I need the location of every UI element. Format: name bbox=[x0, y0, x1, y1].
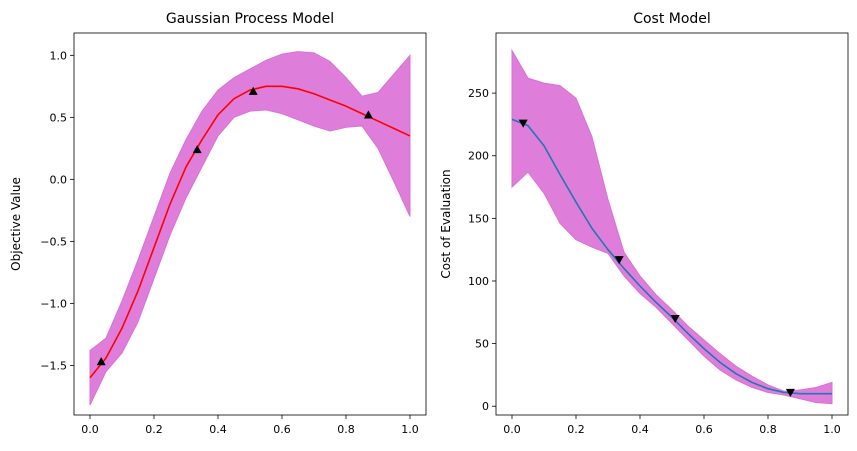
x-tick-label: 0.4 bbox=[209, 423, 227, 436]
chart-title: Cost Model bbox=[633, 11, 711, 27]
observation-marker bbox=[785, 388, 795, 397]
observation-marker bbox=[518, 119, 528, 128]
observation-marker bbox=[96, 357, 106, 366]
x-tick-label: 0.0 bbox=[81, 423, 99, 436]
y-tick-label: 0 bbox=[482, 400, 489, 413]
y-tick-label: −0.5 bbox=[40, 235, 67, 248]
y-tick-label: 150 bbox=[468, 212, 489, 225]
x-tick-label: 0.0 bbox=[503, 423, 521, 436]
x-tick-label: 1.0 bbox=[401, 423, 419, 436]
y-tick-label: −1.0 bbox=[40, 297, 67, 310]
y-tick-label: 50 bbox=[475, 338, 489, 351]
x-tick-label: 0.6 bbox=[695, 423, 713, 436]
x-tick-label: 0.8 bbox=[337, 423, 355, 436]
confidence-band bbox=[511, 48, 833, 405]
observation-marker bbox=[614, 256, 624, 265]
axes-frame bbox=[73, 32, 427, 416]
x-tick-label: 1.0 bbox=[823, 423, 841, 436]
x-tick-label: 0.2 bbox=[145, 423, 163, 436]
chart-title: Gaussian Process Model bbox=[166, 11, 334, 27]
axes-frame bbox=[495, 32, 849, 416]
observation-marker bbox=[192, 145, 202, 154]
y-tick-label: 250 bbox=[468, 87, 489, 100]
x-tick-label: 0.2 bbox=[567, 423, 585, 436]
y-axis-label: Objective Value bbox=[9, 177, 23, 271]
observation-marker bbox=[670, 314, 680, 324]
mean-line bbox=[511, 118, 832, 395]
y-tick-label: 100 bbox=[468, 275, 489, 288]
y-tick-label: 0.0 bbox=[50, 173, 68, 186]
observation-marker bbox=[248, 86, 258, 95]
y-tick-label: 0.5 bbox=[50, 111, 68, 124]
cost-model-panel: 0.0 0.2 0.4 0.6 0.8 1.0 0 50 100 150 200 250 Cost … bbox=[439, 11, 849, 436]
x-tick-label: 0.4 bbox=[631, 423, 649, 436]
y-tick-label: 200 bbox=[468, 150, 489, 163]
x-tick-label: 0.6 bbox=[273, 423, 291, 436]
mean-line bbox=[89, 85, 411, 379]
x-tick-label: 0.8 bbox=[759, 423, 777, 436]
observation-marker bbox=[363, 110, 373, 119]
confidence-band bbox=[89, 51, 411, 406]
gp-model-panel: 0.0 0.2 0.4 0.6 0.8 1.0 −1.5 −1.0 −0.5 0.0 0.5 1.0… bbox=[9, 11, 427, 436]
y-tick-label: −1.5 bbox=[40, 359, 67, 372]
y-tick-label: 1.0 bbox=[50, 49, 68, 62]
y-axis-label: Cost of Evaluation bbox=[439, 169, 453, 278]
